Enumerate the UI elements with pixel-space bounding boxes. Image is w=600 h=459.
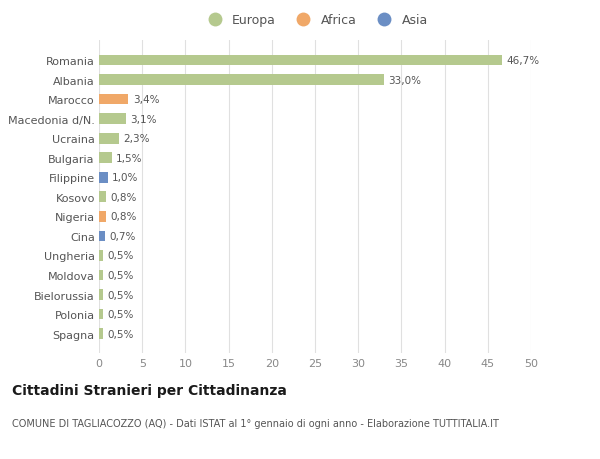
Text: 0,5%: 0,5% xyxy=(107,251,134,261)
Text: 3,1%: 3,1% xyxy=(130,114,157,124)
Text: 0,5%: 0,5% xyxy=(107,270,134,280)
Text: 0,5%: 0,5% xyxy=(107,309,134,319)
Bar xyxy=(99,75,384,86)
Text: 2,3%: 2,3% xyxy=(123,134,149,144)
Text: 1,5%: 1,5% xyxy=(116,153,143,163)
Bar xyxy=(99,173,107,183)
Bar xyxy=(99,114,126,125)
Text: 0,8%: 0,8% xyxy=(110,192,137,202)
Text: Cittadini Stranieri per Cittadinanza: Cittadini Stranieri per Cittadinanza xyxy=(12,383,287,397)
Text: 0,5%: 0,5% xyxy=(107,329,134,339)
Bar xyxy=(99,134,119,144)
Bar xyxy=(99,56,502,66)
Bar xyxy=(99,290,103,300)
Bar xyxy=(99,212,106,222)
Text: 0,8%: 0,8% xyxy=(110,212,137,222)
Bar xyxy=(99,95,128,105)
Bar xyxy=(99,231,105,242)
Text: 3,4%: 3,4% xyxy=(133,95,159,105)
Text: 0,5%: 0,5% xyxy=(107,290,134,300)
Bar xyxy=(99,270,103,281)
Text: 0,7%: 0,7% xyxy=(109,231,136,241)
Text: COMUNE DI TAGLIACOZZO (AQ) - Dati ISTAT al 1° gennaio di ogni anno - Elaborazion: COMUNE DI TAGLIACOZZO (AQ) - Dati ISTAT … xyxy=(12,418,499,428)
Bar xyxy=(99,153,112,164)
Bar xyxy=(99,329,103,339)
Text: 33,0%: 33,0% xyxy=(388,75,421,85)
Text: 46,7%: 46,7% xyxy=(507,56,540,66)
Text: 1,0%: 1,0% xyxy=(112,173,139,183)
Bar xyxy=(99,309,103,320)
Legend: Europa, Africa, Asia: Europa, Africa, Asia xyxy=(197,9,433,32)
Bar xyxy=(99,251,103,261)
Bar xyxy=(99,192,106,203)
